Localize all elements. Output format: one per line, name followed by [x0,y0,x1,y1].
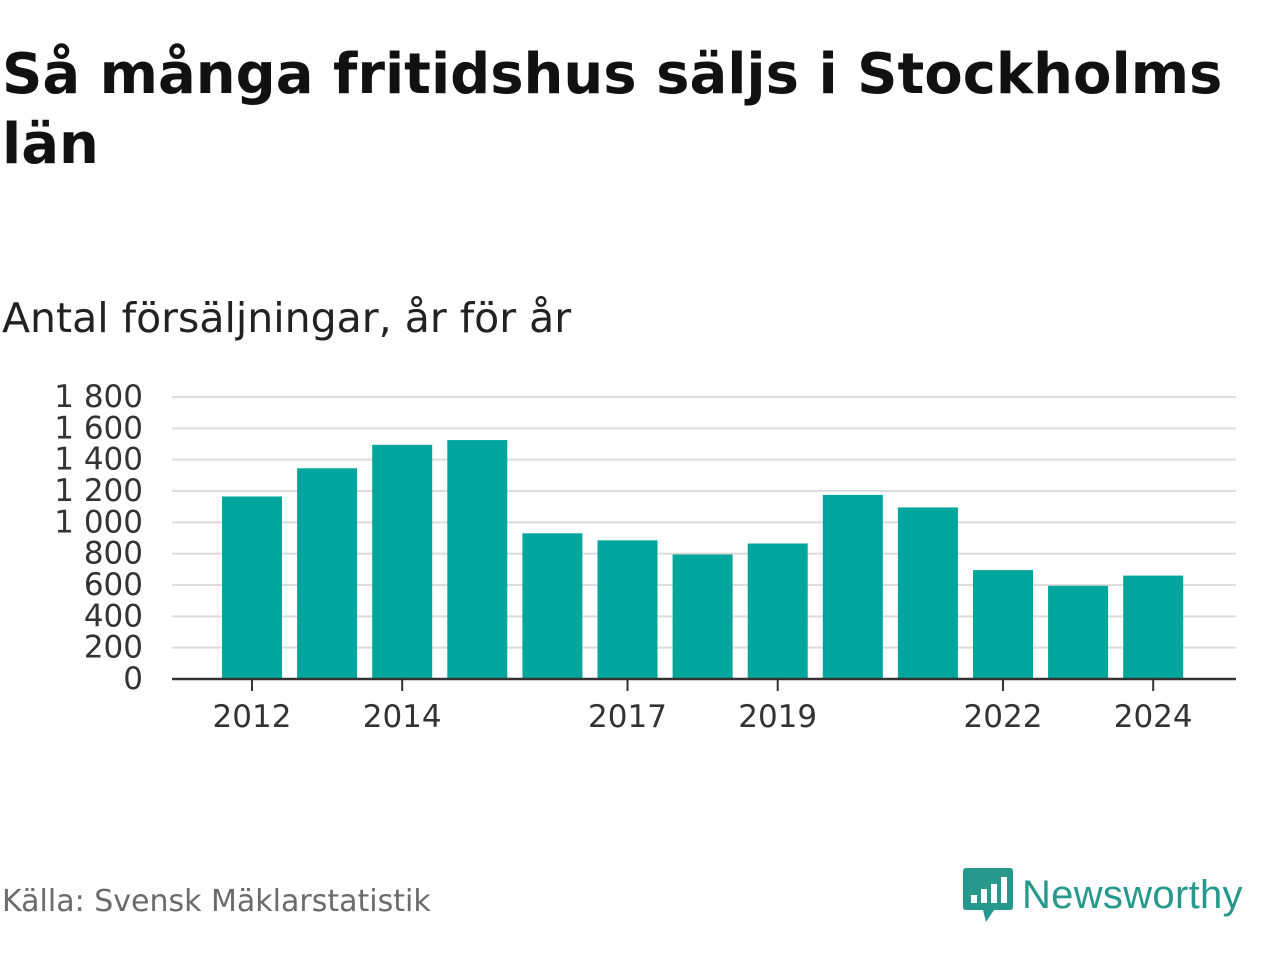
chart-subtitle: Antal försäljningar, år för år [2,294,572,342]
bar [747,543,808,679]
x-tick-label: 2019 [738,699,817,735]
y-tick-label: 1 200 [54,473,143,509]
x-tick-label: 2012 [213,699,292,735]
x-tick-label: 2024 [1114,699,1193,735]
bars [222,440,1184,679]
y-tick-label: 1 800 [54,379,143,415]
brand-logo: Newsworthy [962,862,1243,928]
y-tick-label: 1 400 [54,442,143,478]
bar [522,533,583,679]
bar [672,554,733,679]
newsworthy-logo-icon [963,868,1013,922]
bar [973,570,1033,679]
bar [822,494,883,679]
x-tick-label: 2022 [964,699,1043,735]
x-tick-label: 2017 [588,699,667,735]
y-tick-label: 1 600 [54,410,143,446]
bar [597,540,658,679]
y-tick-label: 1 000 [54,504,143,540]
source-note: Källa: Svensk Mäklarstatistik [2,884,431,919]
bar [1048,585,1109,679]
y-tick-label: 400 [84,598,143,634]
bar [897,507,958,679]
brand-name: Newsworthy [1022,872,1243,917]
bar [297,468,358,679]
y-tick-label: 0 [123,661,143,697]
bar [372,444,433,679]
x-axis-tick-labels: 2012 2014 2017 2019 2022 2024 [213,679,1193,735]
y-tick-label: 200 [84,630,143,666]
x-tick-label: 2014 [363,699,442,735]
y-tick-label: 600 [84,567,143,603]
chart-title: Så många fritidshus säljs i Stockholms l… [2,42,1223,177]
bar [222,496,282,679]
y-tick-label: 800 [84,536,143,572]
bar [447,440,508,679]
bar [1123,575,1184,679]
